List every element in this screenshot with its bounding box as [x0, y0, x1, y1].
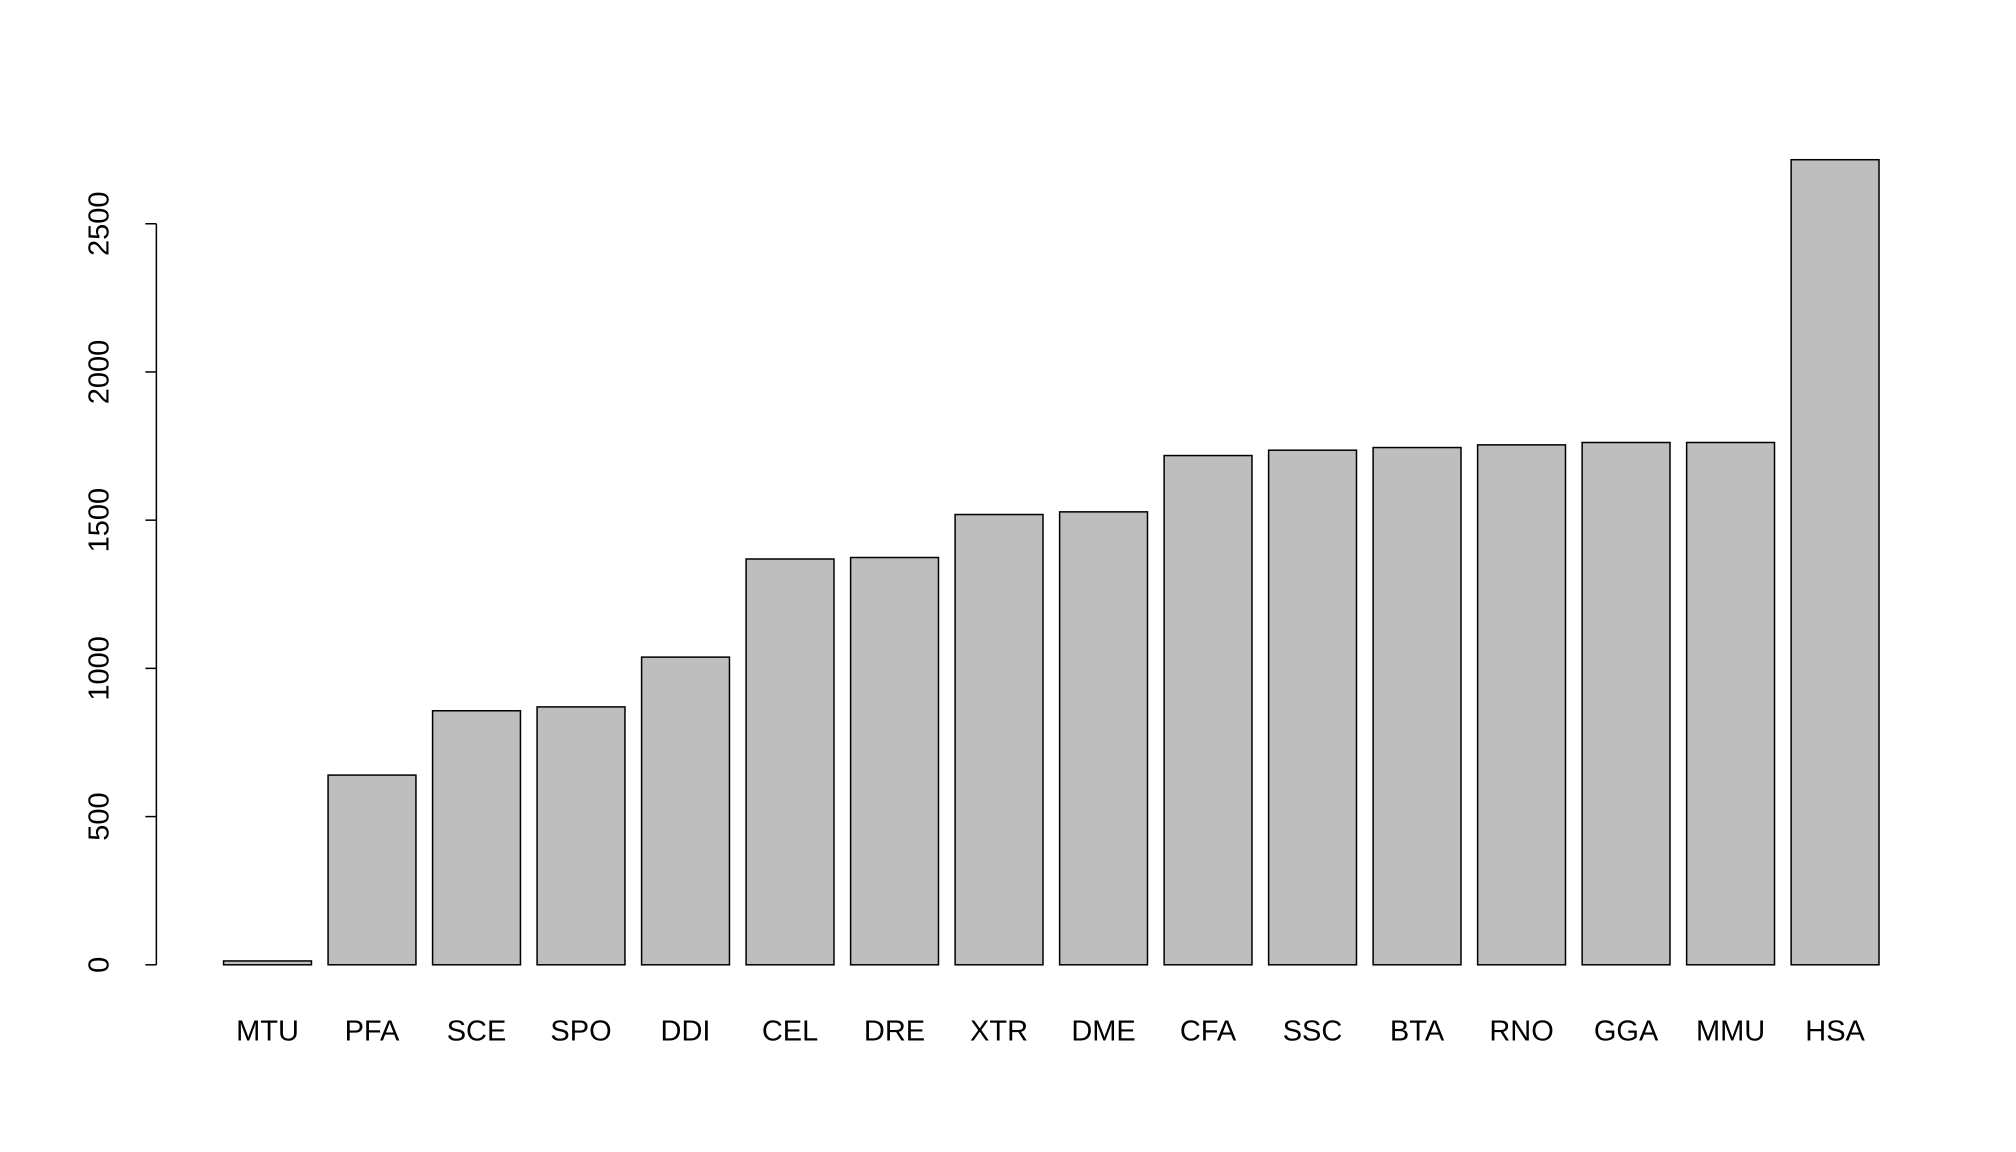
- x-tick-label: DRE: [864, 1016, 925, 1048]
- bar: [1476, 444, 1567, 966]
- x-tick-label: XTR: [970, 1016, 1028, 1048]
- bar: [327, 774, 417, 966]
- x-tick-label: MTU: [236, 1016, 299, 1048]
- x-tick-label: DDI: [661, 1016, 711, 1048]
- y-tick-label: 1000: [83, 636, 115, 701]
- x-tick-label: PFA: [345, 1016, 400, 1048]
- x-tick-label: RNO: [1489, 1016, 1553, 1048]
- bar: [1372, 446, 1462, 966]
- bar: [1790, 158, 1880, 966]
- bar: [222, 960, 313, 966]
- x-tick-label: SCE: [447, 1016, 507, 1048]
- bar: [745, 558, 835, 966]
- bar: [640, 656, 731, 966]
- x-tick-label: BTA: [1390, 1016, 1445, 1048]
- bar: [431, 710, 522, 966]
- bar: [536, 706, 626, 966]
- bar: [954, 513, 1044, 966]
- bar: [1581, 441, 1671, 966]
- y-tick-label: 500: [83, 792, 115, 840]
- y-tick-label: 1500: [83, 488, 115, 553]
- y-tick-label: 0: [83, 957, 115, 973]
- bar: [1058, 511, 1149, 966]
- x-tick-label: CFA: [1180, 1016, 1237, 1048]
- bar: [849, 556, 940, 966]
- bar: [1267, 449, 1358, 966]
- x-tick-label: GGA: [1594, 1016, 1659, 1048]
- bar: [1685, 441, 1776, 966]
- bar: [1163, 454, 1253, 966]
- x-tick-label: DME: [1071, 1016, 1135, 1048]
- x-tick-label: CEL: [762, 1016, 818, 1048]
- y-tick-label: 2500: [83, 191, 115, 256]
- x-tick-label: HSA: [1805, 1016, 1865, 1048]
- x-tick-label: SPO: [550, 1016, 611, 1048]
- y-tick-label: 2000: [83, 340, 115, 405]
- x-tick-label: SSC: [1283, 1016, 1343, 1048]
- x-tick-label: MMU: [1696, 1016, 1765, 1048]
